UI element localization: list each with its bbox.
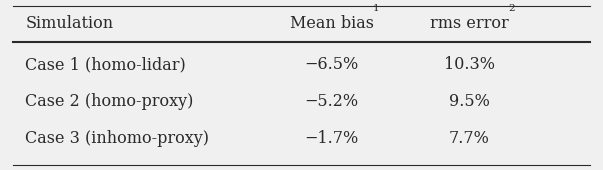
Text: −5.2%: −5.2% [305,93,359,110]
Text: 2: 2 [508,4,515,13]
Text: Mean bias: Mean bias [289,15,373,32]
Text: −1.7%: −1.7% [305,130,359,147]
Text: Case 3 (inhomo-proxy): Case 3 (inhomo-proxy) [25,130,209,147]
Text: Case 1 (homo-lidar): Case 1 (homo-lidar) [25,56,186,73]
Text: −6.5%: −6.5% [305,56,359,73]
Text: Case 2 (homo-proxy): Case 2 (homo-proxy) [25,93,194,110]
Text: 7.7%: 7.7% [449,130,490,147]
Text: rms error: rms error [430,15,509,32]
Text: Simulation: Simulation [25,15,113,32]
Text: 9.5%: 9.5% [449,93,490,110]
Text: 10.3%: 10.3% [444,56,495,73]
Text: 1: 1 [373,4,379,13]
